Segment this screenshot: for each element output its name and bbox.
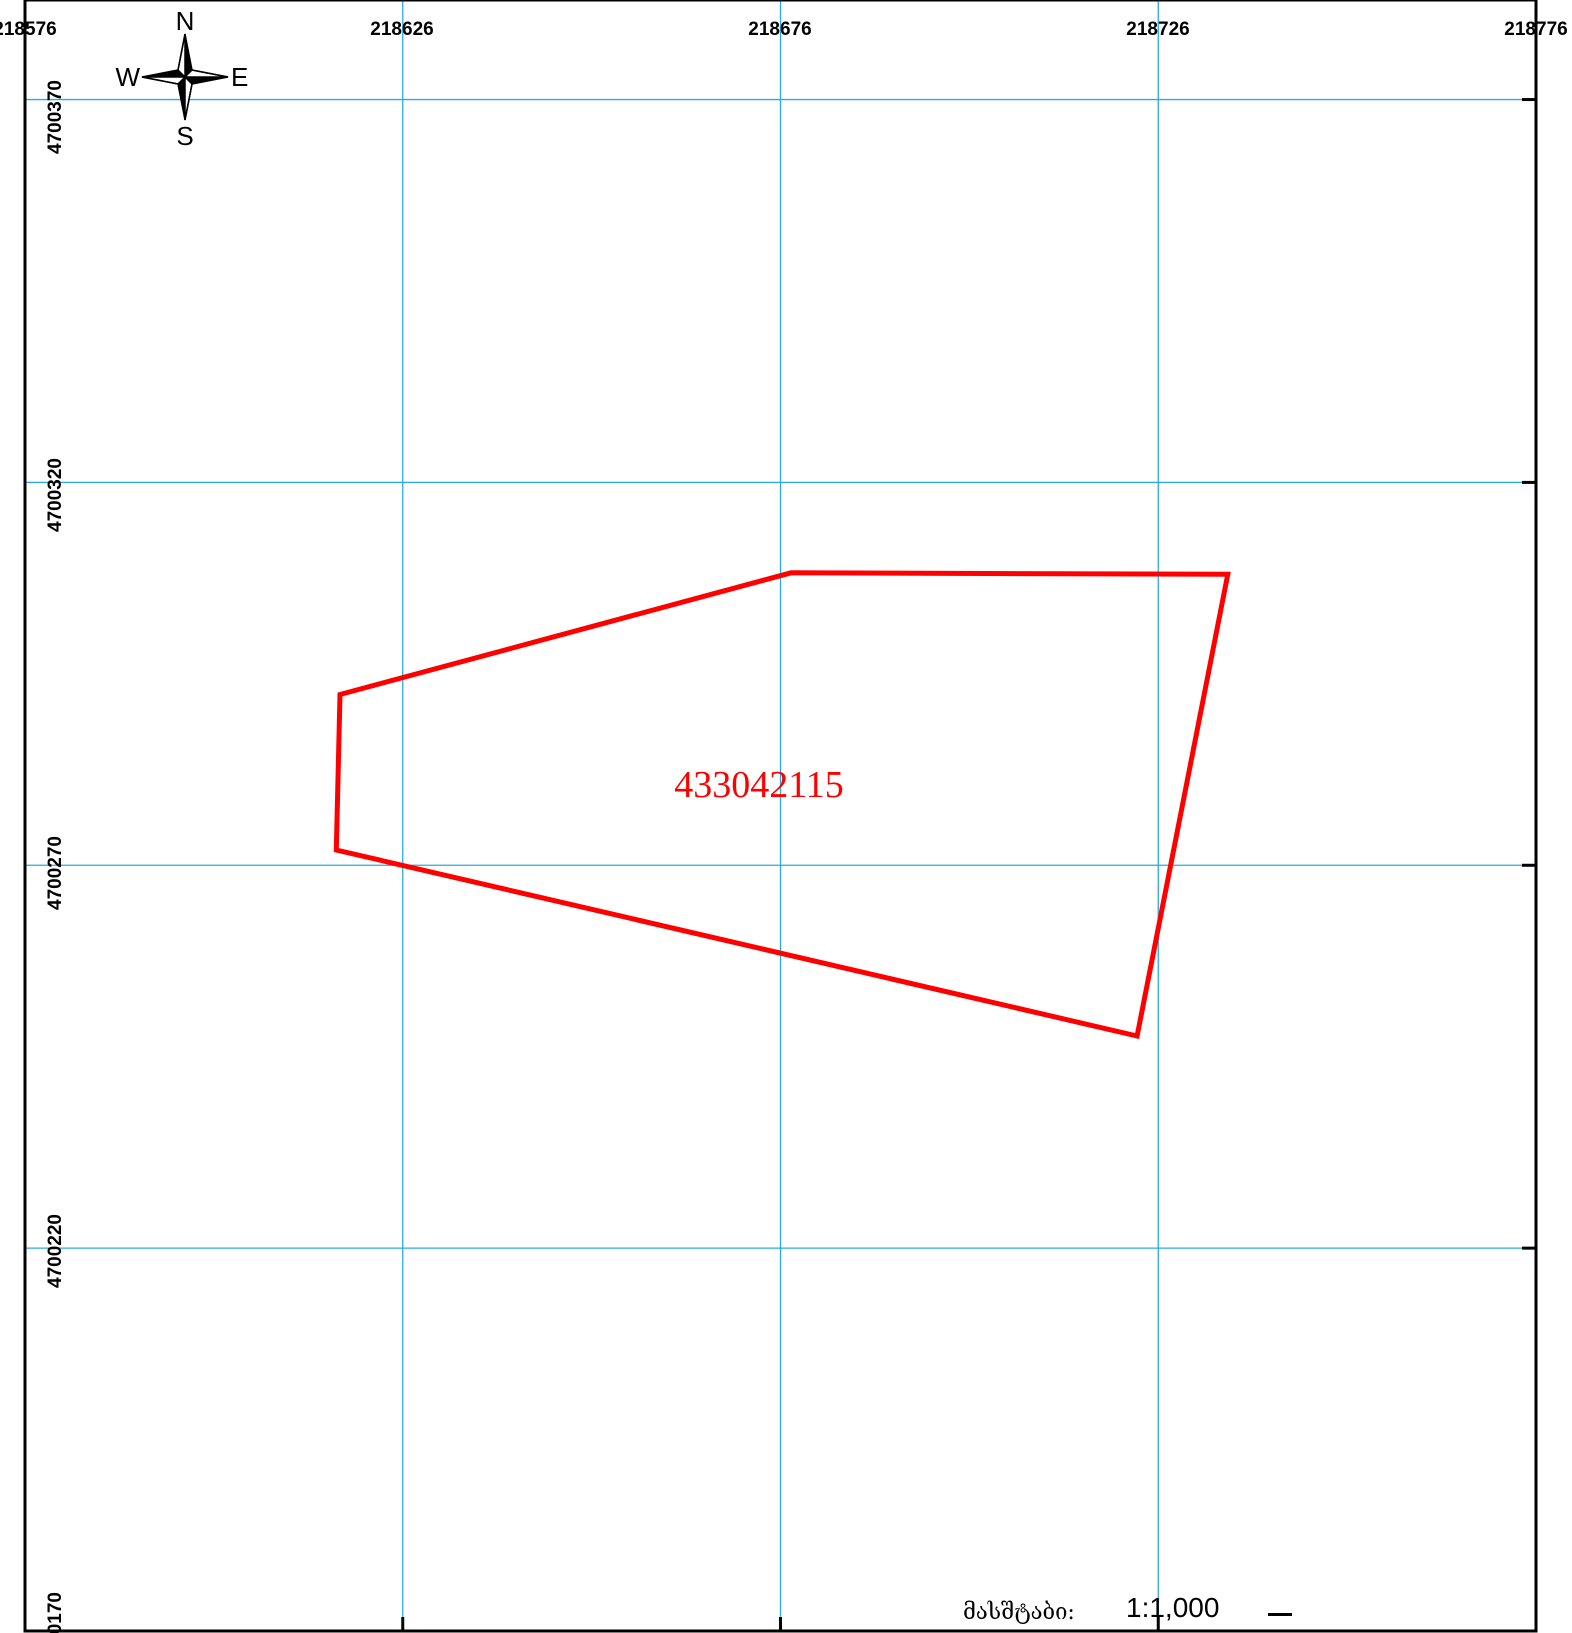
y-tick-label-4700370: 4700370: [45, 80, 66, 154]
compass-south-label: S: [176, 121, 193, 151]
frame-ticks: [23, 98, 1538, 1631]
scale-bar-icon: [1268, 1613, 1292, 1616]
x-tick-label-218576: 218576: [0, 19, 57, 40]
compass-rose-icon: [141, 33, 229, 121]
compass-west-label: W: [115, 62, 140, 92]
y-tick-label-4700270: 4700270: [45, 836, 66, 910]
compass-north-label: N: [176, 6, 195, 36]
x-tick-label-218676: 218676: [748, 19, 811, 40]
y-tick-label-4700170: 4700170: [45, 1592, 66, 1633]
x-tick-label-218626: 218626: [370, 19, 433, 40]
parcel-id-label: 433042115: [674, 764, 844, 806]
x-tick-label-218726: 218726: [1126, 19, 1189, 40]
y-tick-label-4700220: 4700220: [45, 1214, 66, 1288]
parcel-polygon[interactable]: [333, 570, 1231, 1040]
y-tick-label-4700320: 4700320: [45, 458, 66, 532]
scale-label: მასშტაბი:: [963, 1600, 1075, 1625]
x-tick-label-218776: 218776: [1504, 19, 1567, 40]
scale-value: 1:1,000: [1126, 1592, 1219, 1623]
compass-east-label: E: [231, 62, 248, 92]
grid-lines: [25, 0, 1536, 1631]
